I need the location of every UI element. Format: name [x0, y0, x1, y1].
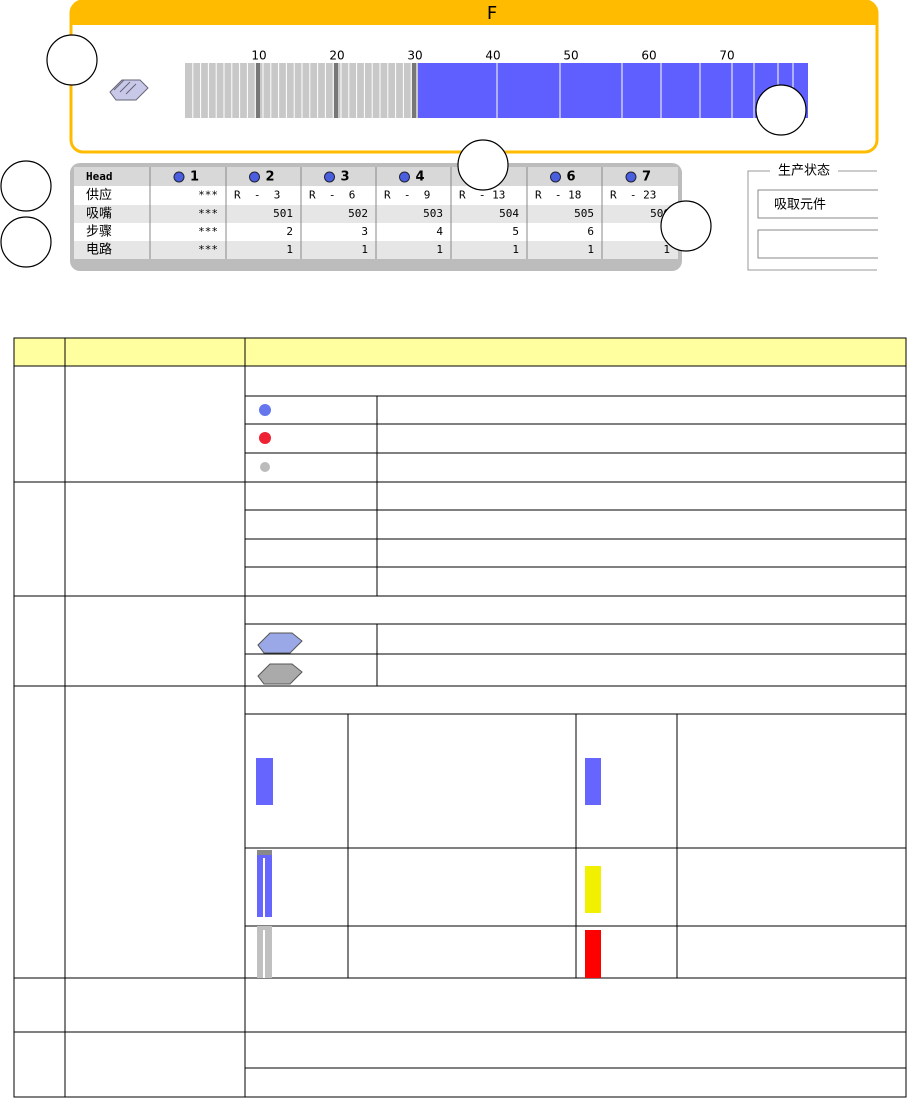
cell: R - 9 — [384, 189, 430, 202]
head-ball — [550, 171, 561, 183]
status-field — [757, 229, 884, 259]
cell: 3 — [361, 225, 368, 238]
icon-red — [259, 432, 271, 444]
cell: 1 — [587, 243, 594, 256]
head-ball — [625, 171, 637, 183]
head-number: 3 — [341, 170, 350, 185]
scale-label: 10 — [251, 49, 266, 63]
swatch — [585, 930, 601, 978]
callouts — [0, 34, 807, 268]
row-label: 吸嘴 — [86, 207, 112, 222]
cell: R - 6 — [309, 189, 355, 202]
bar-blue — [418, 63, 808, 118]
scale-label: 70 — [719, 49, 734, 63]
swatch — [585, 866, 601, 913]
head-table: Head 1 2 3 4 5 6 7 供应 *** R - 3 R - 6 R - 9 R - 13 R -… — [74, 167, 678, 259]
marker — [334, 63, 338, 118]
cell: 1 — [286, 243, 293, 256]
cell: *** — [198, 189, 218, 202]
icon-hand — [257, 632, 303, 654]
head-ball — [173, 171, 185, 183]
head-ball — [399, 171, 410, 183]
scale-label: 50 — [563, 49, 578, 63]
clip — [878, 150, 907, 280]
legend-table — [13, 337, 907, 1098]
cell: 4 — [436, 225, 443, 238]
swatch — [585, 758, 601, 805]
cell: 5 — [512, 225, 519, 238]
icon-gray — [260, 462, 270, 472]
head-number: 1 — [190, 170, 199, 185]
cell: 6 — [587, 225, 594, 238]
table-header — [14, 338, 906, 366]
row-label: 步骤 — [86, 225, 112, 240]
status-box: 生产状态 吸取元件 — [747, 164, 884, 271]
head-number: 6 — [567, 170, 576, 185]
frame-header — [71, 1, 877, 25]
head-number: 2 — [266, 170, 275, 185]
cell: *** — [198, 207, 218, 220]
icon-blue — [259, 404, 271, 416]
cell: 1 — [512, 243, 519, 256]
cell: 503 — [423, 207, 443, 220]
head-number: 4 — [416, 170, 425, 185]
marker — [256, 63, 260, 118]
status-label: 生产状态 — [778, 164, 830, 179]
icon-hand — [257, 663, 303, 685]
status-value: 吸取元件 — [774, 198, 826, 213]
cell: R - 18 — [535, 189, 581, 202]
scale-label: 40 — [485, 49, 500, 63]
head-label: Head — [86, 170, 113, 183]
cell: R - 3 — [234, 189, 280, 202]
cell: *** — [198, 225, 218, 238]
swatch — [256, 758, 273, 805]
cell: R - 13 — [459, 189, 505, 202]
title: F — [487, 3, 497, 24]
marker — [412, 63, 416, 118]
head-ball — [249, 171, 260, 183]
screenshot: F Head 1 2 3 4 5 6 7 供应 *** R - 3 R - 6 R - 9 R - 13 R… — [0, 0, 907, 280]
row-label: 供应 — [86, 187, 112, 203]
cell: 504 — [499, 207, 519, 220]
head-ball — [324, 171, 335, 183]
head-number: 7 — [642, 170, 651, 185]
cell: 501 — [273, 207, 293, 220]
scale-label: 60 — [641, 49, 656, 63]
cell: 505 — [574, 207, 594, 220]
cell: 502 — [348, 207, 368, 220]
cell: R - 23 — [610, 189, 656, 202]
row-label: 电路 — [86, 242, 112, 258]
bar-dividers — [192, 63, 794, 118]
status-field — [757, 189, 884, 219]
swatch — [257, 926, 272, 978]
scale-label: 20 — [329, 49, 344, 63]
cell: 1 — [361, 243, 368, 256]
swatch — [257, 850, 272, 917]
feeder-icon — [109, 79, 149, 101]
scale-label: 30 — [407, 49, 422, 63]
cell: 1 — [436, 243, 443, 256]
cell: 2 — [286, 225, 293, 238]
cell: *** — [198, 243, 218, 256]
cell: 1 — [663, 243, 670, 256]
